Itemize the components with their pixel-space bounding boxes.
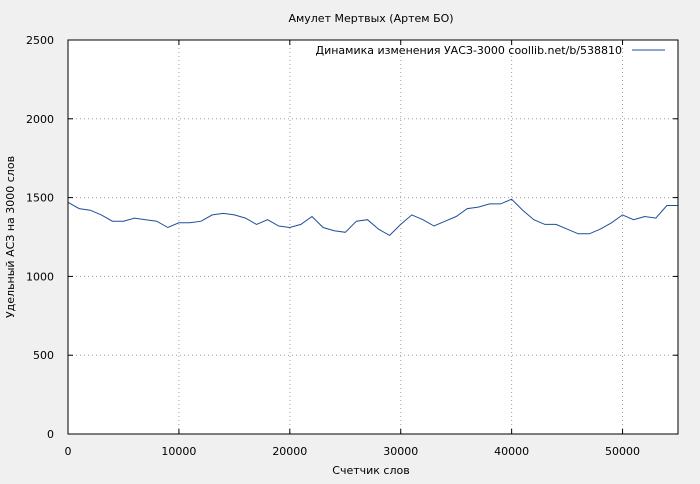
- legend-label: Динамика изменения УАСЗ-3000 coollib.net…: [316, 44, 623, 57]
- x-tick-label: 30000: [383, 445, 418, 458]
- series-line: [67, 198, 678, 237]
- y-tick-label: 2000: [26, 113, 54, 126]
- x-tick-label: 0: [65, 445, 72, 458]
- legend: Динамика изменения УАСЗ-3000 coollib.net…: [316, 44, 665, 57]
- plot-area: [68, 40, 678, 434]
- y-tick-label: 1500: [26, 192, 54, 205]
- x-axis-label: Счетчик слов: [332, 464, 409, 477]
- y-tick-label: 1000: [26, 270, 54, 283]
- y-tick-label: 500: [33, 349, 54, 362]
- x-tick-label: 20000: [272, 445, 307, 458]
- x-tick-label: 40000: [494, 445, 529, 458]
- x-tick-label: 10000: [161, 445, 196, 458]
- y-tick-label: 2500: [26, 34, 54, 47]
- chart-title: Амулет Мертвых (Артем БО): [288, 12, 453, 25]
- plot-frame: [67, 39, 679, 435]
- series-layer: [67, 198, 678, 237]
- y-tick-label: 0: [47, 428, 54, 441]
- x-tick-label: 50000: [605, 445, 640, 458]
- axes: 0 10000 20000 30000 40000 50000 0 500 1000 1500 20…: [26, 34, 678, 458]
- grid: [68, 40, 678, 434]
- y-axis-label: Удельный АСЗ на 3000 слов: [4, 156, 17, 318]
